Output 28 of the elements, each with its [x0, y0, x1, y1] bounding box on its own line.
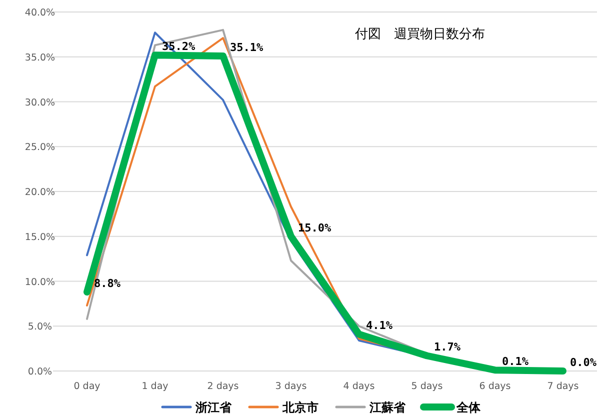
data-label: 1.7% [434, 340, 461, 354]
data-label: 4.1% [366, 319, 393, 332]
legend-label: 全体 [456, 400, 482, 414]
y-tick-label: 15.0% [24, 232, 56, 243]
x-tick-label: 4 days [343, 381, 375, 392]
y-tick-label: 25.0% [24, 142, 56, 154]
x-tick-label: 2 days [207, 381, 239, 392]
y-tick-label: 5.0% [28, 322, 52, 333]
data-label: 8.8% [94, 277, 121, 290]
x-tick-label: 7 days [547, 381, 579, 392]
y-tick-label: 20.0% [24, 187, 56, 198]
data-label: 0.0% [570, 356, 597, 369]
y-tick-label: 40.0% [24, 8, 56, 18]
x-tick-label: 1 day [142, 381, 169, 392]
data-label: 0.1% [502, 355, 529, 368]
x-tick-label: 0 day [74, 381, 101, 392]
x-tick-label: 3 days [275, 381, 307, 392]
y-tick-label: 0.0% [28, 366, 52, 378]
legend-label: 北京市 [282, 400, 318, 414]
text: 付図 週買物日数分布 [354, 27, 485, 42]
y-tick-label: 30.0% [24, 97, 56, 108]
data-label: 35.1% [230, 40, 264, 54]
x-tick-label: 6 days [479, 381, 511, 392]
legend-label: 江蘇省 [368, 400, 406, 414]
y-tick-label: 35.0% [24, 52, 56, 64]
legend-label: 浙江省 [194, 400, 232, 414]
y-tick-label: 10.0% [24, 276, 56, 288]
x-tick-label: 5 days [411, 381, 443, 392]
